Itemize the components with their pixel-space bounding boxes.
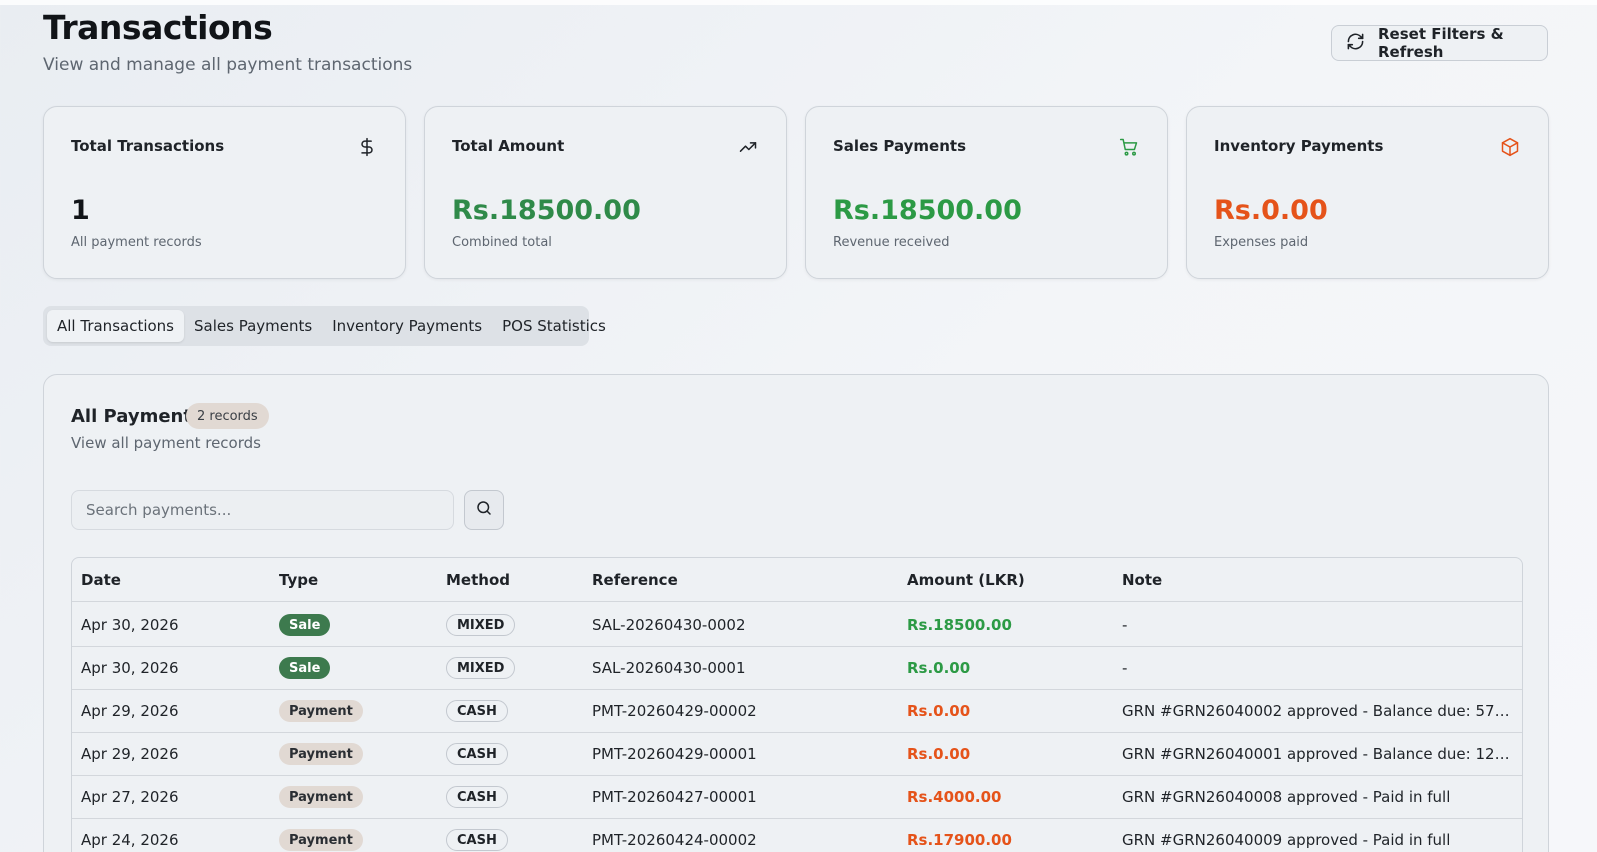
table-header-row: Date Type Method Reference Amount (LKR) … [72,558,1522,602]
card-value: Rs.0.00 [1214,195,1328,226]
row-note: - [1122,659,1128,677]
row-amount: Rs.0.00 [907,659,971,677]
reset-filters-button[interactable]: Reset Filters & Refresh [1331,25,1548,61]
type-badge: Payment [279,829,363,851]
method-badge: CASH [446,743,508,765]
reset-filters-label: Reset Filters & Refresh [1378,25,1504,61]
card-subtitle: Revenue received [833,235,950,250]
row-amount: Rs.0.00 [907,745,971,763]
package-icon [1500,137,1520,157]
table-row[interactable]: Apr 29, 2026 Payment CASH PMT-20260429-0… [72,689,1522,733]
row-amount: Rs.17900.00 [907,831,1012,849]
panel-subtitle: View all payment records [71,434,261,452]
method-badge: CASH [446,700,508,722]
tab-all-transactions[interactable]: All Transactions [47,310,184,342]
tab-inventory-payments[interactable]: Inventory Payments [332,317,483,335]
table-row[interactable]: Apr 29, 2026 Payment CASH PMT-20260429-0… [72,732,1522,776]
card-subtitle: Combined total [452,235,552,250]
transaction-tabs: All Transactions Sales Payments Inventor… [43,306,606,346]
stat-card-inventory-payments: Inventory Payments Rs.0.00 Expenses paid [1186,106,1549,279]
type-badge: Payment [279,786,363,808]
row-note: GRN #GRN26040008 approved - Paid in full [1122,788,1451,806]
refresh-icon [1346,32,1365,55]
top-highlight [0,0,1597,5]
method-badge: CASH [446,829,508,851]
column-header-date[interactable]: Date [81,571,121,589]
row-note: GRN #GRN26040001 approved - Balance due:… [1122,745,1518,763]
row-reference: PMT-20260429-00002 [592,702,757,720]
tab-pos-statistics[interactable]: POS Statistics [502,317,606,335]
row-date: Apr 30, 2026 [81,616,179,634]
row-amount: Rs.18500.00 [907,616,1012,634]
row-note: GRN #GRN26040009 approved - Paid in full [1122,831,1451,849]
page-title: Transactions [43,8,273,47]
row-reference: PMT-20260424-00002 [592,831,757,849]
method-badge: MIXED [446,657,516,679]
method-badge: MIXED [446,614,516,636]
table-row[interactable]: Apr 30, 2026 Sale MIXED SAL-20260430-000… [72,603,1522,647]
row-date: Apr 29, 2026 [81,745,179,763]
payments-panel: All Payments 2 records View all payment … [43,374,1549,852]
card-subtitle: Expenses paid [1214,235,1309,250]
payments-table: Date Type Method Reference Amount (LKR) … [71,557,1523,852]
row-reference: PMT-20260427-00001 [592,788,757,806]
row-amount: Rs.4000.00 [907,788,1002,806]
search-button[interactable] [464,490,504,530]
card-value: Rs.18500.00 [452,195,641,226]
column-header-note[interactable]: Note [1122,571,1163,589]
type-badge: Sale [279,614,331,636]
type-badge: Payment [279,700,363,722]
card-title: Total Transactions [71,137,225,155]
card-value: Rs.18500.00 [833,195,1022,226]
column-header-reference[interactable]: Reference [592,571,678,589]
row-note: - [1122,616,1128,634]
column-header-method[interactable]: Method [446,571,510,589]
type-badge: Sale [279,657,331,679]
stat-card-total-transactions: Total Transactions 1 All payment records [43,106,406,279]
row-date: Apr 24, 2026 [81,831,179,849]
column-header-type[interactable]: Type [279,571,319,589]
search-input[interactable] [71,490,454,530]
stat-card-total-amount: Total Amount Rs.18500.00 Combined total [424,106,787,279]
stat-card-sales-payments: Sales Payments Rs.18500.00 Revenue recei… [805,106,1168,279]
row-reference: SAL-20260430-0002 [592,616,746,634]
row-note: GRN #GRN26040002 approved - Balance due:… [1122,702,1518,720]
column-header-amount[interactable]: Amount (LKR) [907,571,1025,589]
card-subtitle: All payment records [71,235,202,250]
type-badge: Payment [279,743,363,765]
table-row[interactable]: Apr 27, 2026 Payment CASH PMT-20260427-0… [72,775,1522,819]
table-row[interactable]: Apr 24, 2026 Payment CASH PMT-20260424-0… [72,818,1522,852]
dollar-icon [357,137,377,157]
records-count-badge: 2 records [186,403,269,429]
panel-title: All Payments [71,406,203,427]
card-title: Sales Payments [833,137,967,155]
row-reference: PMT-20260429-00001 [592,745,757,763]
row-amount: Rs.0.00 [907,702,971,720]
trending-up-icon [738,137,758,157]
method-badge: CASH [446,786,508,808]
card-title: Total Amount [452,137,565,155]
row-date: Apr 27, 2026 [81,788,179,806]
card-value: 1 [71,195,90,226]
row-reference: SAL-20260430-0001 [592,659,746,677]
cart-icon [1119,137,1139,157]
card-title: Inventory Payments [1214,137,1384,155]
row-date: Apr 29, 2026 [81,702,179,720]
row-date: Apr 30, 2026 [81,659,179,677]
search-icon [475,499,493,521]
tab-sales-payments[interactable]: Sales Payments [194,317,313,335]
table-row[interactable]: Apr 30, 2026 Sale MIXED SAL-20260430-000… [72,646,1522,690]
page-subtitle: View and manage all payment transactions [43,55,413,75]
